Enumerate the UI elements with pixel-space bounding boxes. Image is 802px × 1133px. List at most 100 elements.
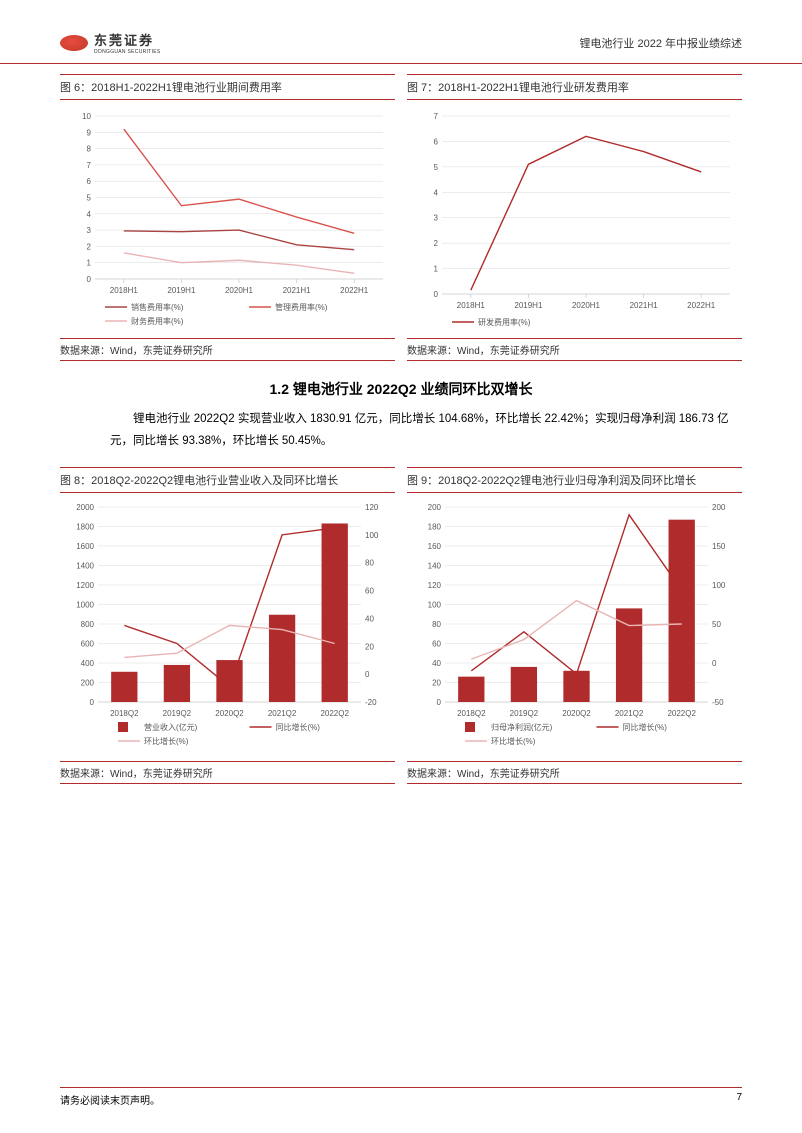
svg-text:7: 7	[434, 112, 439, 121]
content-area: 图 6：2018H1-2022H1锂电池行业期间费用率 012345678910…	[0, 64, 802, 784]
svg-text:60: 60	[432, 639, 441, 648]
chart-8-source: 数据来源：Wind，东莞证券研究所	[60, 761, 395, 784]
svg-text:2018Q2: 2018Q2	[457, 709, 486, 718]
chart-7-block: 图 7：2018H1-2022H1锂电池行业研发费用率 0 1 2 3 4 5 6 7 2018…	[407, 74, 742, 361]
svg-text:2019H1: 2019H1	[514, 301, 543, 310]
svg-text:400: 400	[81, 659, 95, 668]
svg-text:4: 4	[434, 188, 439, 197]
svg-text:100: 100	[428, 600, 442, 609]
svg-text:同比增长(%): 同比增长(%)	[276, 722, 321, 732]
svg-text:160: 160	[428, 542, 442, 551]
svg-text:环比增长(%): 环比增长(%)	[144, 736, 189, 746]
svg-text:9: 9	[87, 128, 92, 137]
logo-text: 东莞证券 DONGGUAN SECURITIES	[94, 30, 161, 55]
svg-text:180: 180	[428, 522, 442, 531]
svg-text:2020H1: 2020H1	[572, 301, 601, 310]
chart-9-svg: 020406080100120140160180200-500501001502…	[407, 497, 740, 757]
page-header: 东莞证券 DONGGUAN SECURITIES 锂电池行业 2022 年中报业…	[0, 0, 802, 64]
svg-text:800: 800	[81, 620, 95, 629]
svg-text:销售费用率(%): 销售费用率(%)	[131, 302, 184, 312]
svg-text:2021Q2: 2021Q2	[615, 709, 644, 718]
chart-row-1: 图 6：2018H1-2022H1锂电池行业期间费用率 012345678910…	[60, 74, 742, 361]
svg-text:2000: 2000	[76, 503, 94, 512]
svg-text:2020Q2: 2020Q2	[562, 709, 591, 718]
svg-text:研发费用率(%): 研发费用率(%)	[478, 317, 531, 327]
svg-text:0: 0	[437, 698, 442, 707]
chart-6-source: 数据来源：Wind，东莞证券研究所	[60, 338, 395, 361]
svg-text:2: 2	[87, 242, 92, 251]
svg-text:2019Q2: 2019Q2	[163, 709, 192, 718]
svg-text:财务费用率(%): 财务费用率(%)	[131, 316, 184, 326]
logo-icon	[60, 35, 88, 51]
svg-text:2020H1: 2020H1	[225, 286, 254, 295]
svg-text:100: 100	[365, 531, 379, 540]
svg-text:2021H1: 2021H1	[630, 301, 659, 310]
svg-text:2019Q2: 2019Q2	[510, 709, 539, 718]
svg-text:80: 80	[432, 620, 441, 629]
svg-text:50: 50	[712, 620, 721, 629]
svg-text:2022H1: 2022H1	[340, 286, 369, 295]
svg-text:3: 3	[87, 226, 92, 235]
svg-text:10: 10	[82, 112, 91, 121]
svg-text:140: 140	[428, 561, 442, 570]
chart-7-svg: 0 1 2 3 4 5 6 7 2018H1 2019H1 2020H1 2021H1 2022H1 研发…	[407, 104, 740, 334]
svg-text:6: 6	[87, 177, 92, 186]
svg-text:2: 2	[434, 239, 439, 248]
chart-8-title: 图 8：2018Q2-2022Q2锂电池行业营业收入及同环比增长	[60, 467, 395, 493]
svg-text:5: 5	[87, 194, 92, 203]
svg-text:120: 120	[365, 503, 379, 512]
svg-text:200: 200	[81, 678, 95, 687]
svg-text:2018H1: 2018H1	[110, 286, 139, 295]
svg-text:0: 0	[712, 659, 717, 668]
chart-7-title: 图 7：2018H1-2022H1锂电池行业研发费用率	[407, 74, 742, 100]
svg-text:100: 100	[712, 581, 726, 590]
svg-text:1200: 1200	[76, 581, 94, 590]
svg-text:-20: -20	[365, 698, 377, 707]
chart-9-source: 数据来源：Wind，东莞证券研究所	[407, 761, 742, 784]
svg-text:2021H1: 2021H1	[283, 286, 312, 295]
svg-text:7: 7	[87, 161, 92, 170]
svg-text:4: 4	[87, 210, 92, 219]
svg-text:6: 6	[434, 137, 439, 146]
section-body: 锂电池行业 2022Q2 实现营业收入 1830.91 亿元，同比增长 104.…	[60, 409, 742, 467]
svg-text:60: 60	[365, 586, 374, 595]
svg-text:2022H1: 2022H1	[687, 301, 716, 310]
page-title: 锂电池行业 2022 年中报业绩综述	[579, 35, 742, 51]
svg-text:1: 1	[434, 265, 439, 274]
svg-text:5: 5	[434, 163, 439, 172]
svg-text:1800: 1800	[76, 522, 94, 531]
svg-text:0: 0	[90, 698, 95, 707]
svg-text:2020Q2: 2020Q2	[215, 709, 244, 718]
svg-text:2022Q2: 2022Q2	[667, 709, 696, 718]
chart-6-svg: 0123456789102018H12019H12020H12021H12022…	[60, 104, 393, 334]
svg-text:0: 0	[434, 290, 439, 299]
svg-text:20: 20	[365, 642, 374, 651]
chart-8-svg: 0200400600800100012001400160018002000-20…	[60, 497, 393, 757]
svg-text:80: 80	[365, 558, 374, 567]
svg-text:120: 120	[428, 581, 442, 590]
page-footer: 请务必阅读末页声明。 7	[60, 1087, 742, 1107]
svg-text:2021Q2: 2021Q2	[268, 709, 297, 718]
chart-row-2: 图 8：2018Q2-2022Q2锂电池行业营业收入及同环比增长 0200400…	[60, 467, 742, 784]
svg-text:2018H1: 2018H1	[457, 301, 486, 310]
footer-disclaimer: 请务必阅读末页声明。	[60, 1092, 160, 1107]
logo-cn: 东莞证券	[94, 30, 161, 49]
svg-text:-50: -50	[712, 698, 724, 707]
svg-text:0: 0	[365, 670, 370, 679]
chart-6-title: 图 6：2018H1-2022H1锂电池行业期间费用率	[60, 74, 395, 100]
svg-text:1400: 1400	[76, 561, 94, 570]
svg-text:1: 1	[87, 259, 92, 268]
chart-6-block: 图 6：2018H1-2022H1锂电池行业期间费用率 0 1 2 3 4 5 6 7 8 9 10…	[60, 74, 395, 361]
svg-text:150: 150	[712, 542, 726, 551]
svg-text:3: 3	[434, 214, 439, 223]
svg-text:20: 20	[432, 678, 441, 687]
svg-text:管理费用率(%): 管理费用率(%)	[275, 302, 328, 312]
logo-en: DONGGUAN SECURITIES	[94, 49, 161, 55]
svg-text:8: 8	[87, 145, 92, 154]
svg-text:2018Q2: 2018Q2	[110, 709, 139, 718]
chart-9-block: 图 9：2018Q2-2022Q2锂电池行业归母净利润及同环比增长 020406…	[407, 467, 742, 784]
svg-text:0: 0	[87, 275, 92, 284]
chart-9-title: 图 9：2018Q2-2022Q2锂电池行业归母净利润及同环比增长	[407, 467, 742, 493]
svg-text:1000: 1000	[76, 600, 94, 609]
svg-text:40: 40	[365, 614, 374, 623]
